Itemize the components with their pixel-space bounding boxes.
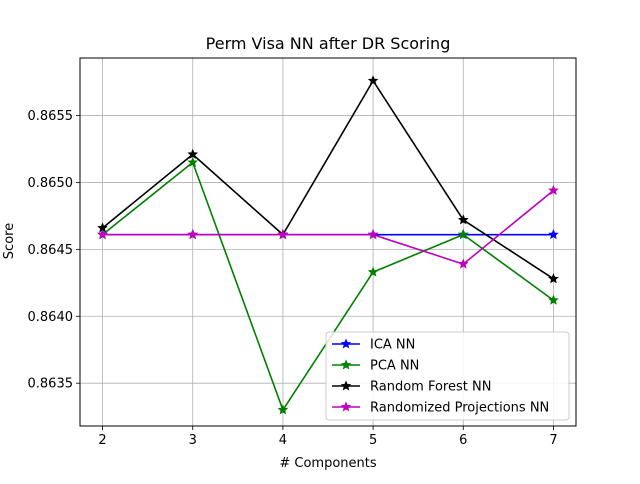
ticks: 2 3 4 5 6 7 0.8635 0.8640 0.8645 0.8650 0.8655 <box>28 109 558 448</box>
y-tick-label: 0.8645 <box>28 243 74 258</box>
data-point-marker <box>548 184 559 195</box>
legend-marker <box>340 338 352 349</box>
legend-label: ICA NN <box>370 338 415 353</box>
data-point-marker <box>187 229 199 240</box>
data-point-marker <box>187 148 199 159</box>
legend-marker <box>340 401 352 412</box>
data-point-marker <box>277 404 289 415</box>
data-point-marker <box>97 229 108 240</box>
series-randomized-projections-nn <box>97 184 559 269</box>
legend-entry: Random Forest NN <box>332 380 491 395</box>
legend-marker <box>340 359 352 370</box>
x-tick-label: 5 <box>369 433 377 448</box>
x-tick-label: 6 <box>459 433 467 448</box>
series-layer <box>97 75 559 415</box>
y-axis-label: Score <box>2 223 17 259</box>
y-tick-label: 0.8655 <box>28 109 74 124</box>
data-point-marker <box>457 229 469 240</box>
x-axis-label: # Components <box>279 456 376 471</box>
plot-frame <box>79 57 577 427</box>
legend-entry: Randomized Projections NN <box>332 401 549 416</box>
grid <box>80 58 576 426</box>
y-tick-label: 0.8650 <box>28 176 74 191</box>
x-tick-label: 7 <box>549 433 557 448</box>
chart-title: Perm Visa NN after DR Scoring <box>206 34 451 53</box>
data-point-marker <box>367 75 379 86</box>
series-line <box>102 79 554 280</box>
legend-entry: ICA NN <box>332 338 415 353</box>
data-point-marker <box>457 214 469 225</box>
data-point-marker <box>548 229 559 240</box>
data-point-marker <box>277 229 289 240</box>
legend-marker <box>340 380 352 391</box>
legend-entry: PCA NN <box>332 359 419 374</box>
legend-label: Randomized Projections NN <box>370 401 549 416</box>
data-point-marker <box>367 266 379 277</box>
legend-box <box>325 331 570 421</box>
x-tick-label: 2 <box>98 433 106 448</box>
data-point-marker <box>457 258 469 269</box>
y-tick-label: 0.8635 <box>28 377 74 392</box>
data-point-marker <box>367 229 379 240</box>
data-point-marker <box>187 156 199 167</box>
data-point-marker <box>548 294 559 305</box>
y-tick-label: 0.8640 <box>28 310 74 325</box>
legend-label: Random Forest NN <box>370 380 491 395</box>
legend: ICA NN PCA NN Random Forest NN Randomized P… <box>325 331 570 421</box>
data-point-marker <box>548 273 559 284</box>
x-tick-label: 3 <box>189 433 197 448</box>
x-tick-label: 4 <box>279 433 287 448</box>
legend-label: PCA NN <box>370 359 419 374</box>
series-line <box>102 189 554 265</box>
